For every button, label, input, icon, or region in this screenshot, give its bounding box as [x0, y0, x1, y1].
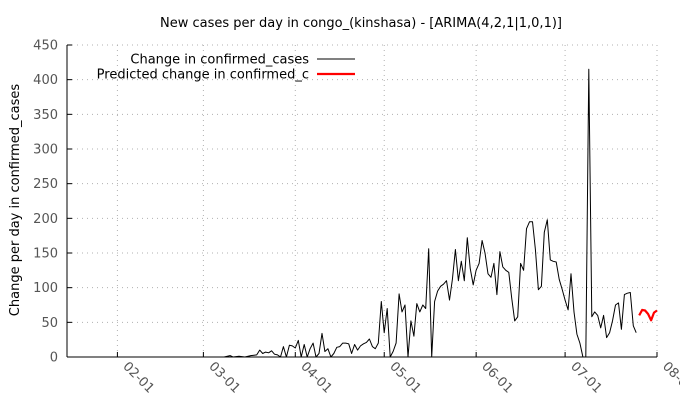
x-tick-label: 08-01 [659, 359, 680, 396]
y-axis-label: Change per day in confirmed_cases [8, 84, 23, 317]
x-tick-label: 03-01 [206, 359, 243, 396]
grid [67, 44, 658, 357]
y-ticks: 0 50 100 150 200 250 300 350 400 450 [33, 39, 72, 366]
y-tick-label: 0 [50, 351, 58, 366]
y-tick-label: 150 [33, 247, 58, 262]
x-tick-label: 02-01 [120, 359, 157, 396]
x-tick-label: 05-01 [386, 359, 423, 396]
series-line-predicted [638, 308, 658, 322]
series-group [72, 68, 658, 358]
x-tick-label: 07-01 [567, 359, 604, 396]
legend-label: Predicted change in confirmed_c [97, 68, 309, 83]
y-tick-label: 400 [33, 73, 58, 88]
series-line-actual [72, 68, 637, 358]
x-tick-label: 06-01 [478, 359, 515, 396]
y-tick-label: 200 [33, 212, 58, 227]
y-tick-label: 250 [33, 177, 58, 192]
x-ticks: 02-01 03-01 04-01 05-01 06-01 07-01 08-01 [116, 352, 680, 397]
y-tick-label: 300 [33, 143, 58, 158]
y-tick-label: 350 [33, 108, 58, 123]
y-tick-label: 100 [33, 281, 58, 296]
chart-title: New cases per day in congo_(kinshasa) - … [160, 16, 562, 31]
legend-label: Change in confirmed_cases [130, 53, 309, 68]
y-tick-label: 450 [33, 39, 58, 54]
x-tick-label: 04-01 [297, 359, 334, 396]
y-tick-label: 50 [41, 316, 58, 331]
